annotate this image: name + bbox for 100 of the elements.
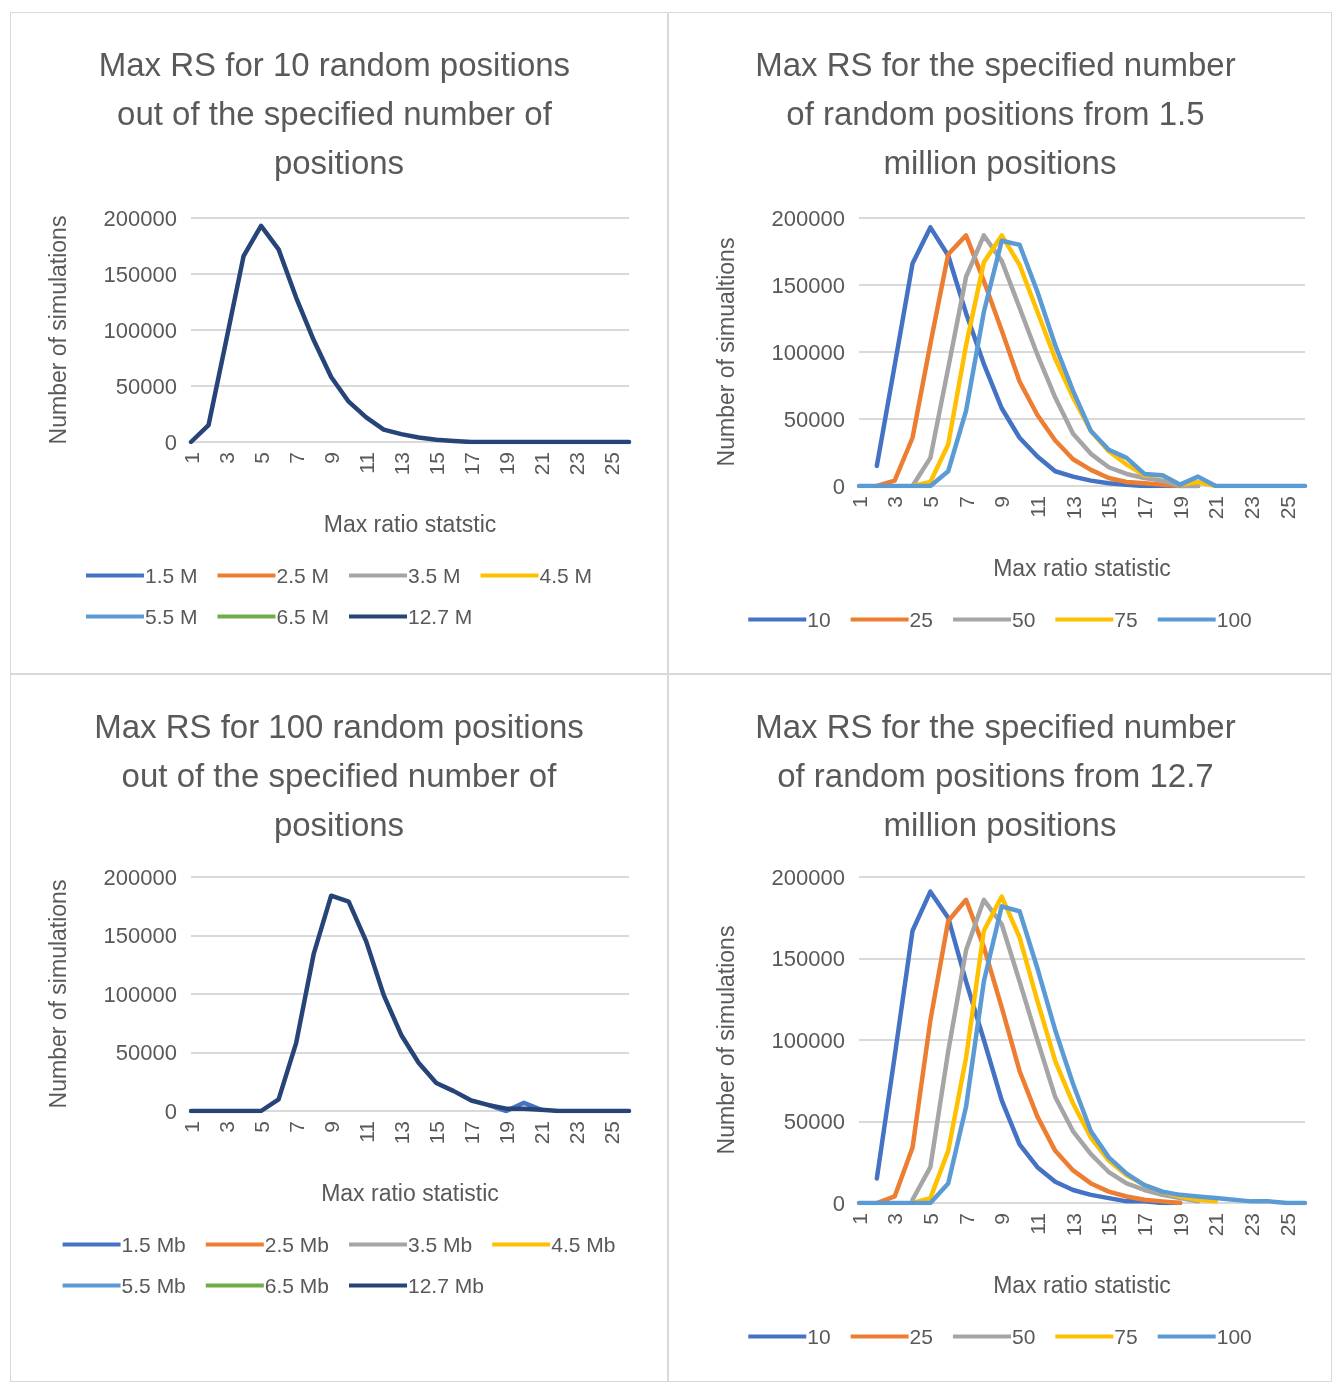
- y-tick-label: 200000: [103, 864, 177, 890]
- x-tick-label: 15: [424, 1121, 448, 1145]
- legend-label: 6.5 Mb: [264, 1274, 329, 1297]
- legend-label: 10: [807, 1325, 831, 1348]
- x-tick-label: 5: [249, 1121, 273, 1133]
- legend-label: 4.5 Mb: [551, 1233, 616, 1256]
- chart-title: Max RS for the specified number of random positions from 12.7 million positions: [755, 708, 1245, 843]
- y-tick-label: 100000: [771, 339, 845, 365]
- legend-label: 6.5 M: [276, 605, 330, 628]
- x-tick-label: 1: [179, 452, 203, 464]
- legend-label: 2.5 Mb: [264, 1233, 329, 1256]
- x-tick-label: 13: [389, 452, 413, 476]
- x-tick-label: 23: [564, 452, 588, 476]
- y-tick-label: 200000: [103, 205, 177, 231]
- legend-label: 1.5 M: [144, 564, 198, 587]
- legend-label: 50: [1011, 1325, 1036, 1348]
- x-tick-label: 21: [1204, 1213, 1228, 1237]
- y-axis-title: Number of simulations: [44, 879, 71, 1109]
- x-tick-label: 15: [1097, 1213, 1121, 1237]
- x-tick-label: 11: [354, 1121, 378, 1143]
- line-series: [856, 238, 1308, 489]
- legend-label: 5.5 M: [144, 605, 198, 628]
- y-tick-label: 200000: [771, 205, 845, 231]
- line-series: [188, 223, 632, 445]
- x-tick-label: 11: [354, 452, 378, 474]
- legend-label: 3.5 Mb: [408, 1233, 473, 1256]
- x-axis-title: Max ratio statistic: [321, 1179, 499, 1206]
- x-axis-title: Max ratio statistic: [993, 554, 1171, 581]
- x-tick-label: 9: [319, 452, 343, 464]
- x-tick-label: 3: [214, 452, 238, 464]
- y-tick-label: 0: [164, 1098, 177, 1124]
- y-tick-label: 50000: [783, 1109, 845, 1134]
- y-tick-label: 50000: [115, 1040, 177, 1065]
- x-tick-label: 25: [1275, 1213, 1299, 1237]
- legend-label: 25: [909, 1325, 933, 1348]
- y-tick-label: 0: [164, 429, 177, 455]
- x-tick-label: 15: [1097, 496, 1121, 520]
- legend-label: 2.5 M: [276, 564, 330, 587]
- x-tick-label: 19: [1168, 1213, 1192, 1237]
- x-tick-label: 13: [1061, 496, 1085, 520]
- x-axis-title: Max ratio statistic: [993, 1271, 1171, 1298]
- legend-label: 12.7 Mb: [408, 1274, 484, 1297]
- x-tick-label: 15: [424, 452, 448, 476]
- x-tick-label: 25: [1275, 496, 1299, 520]
- x-tick-label: 19: [494, 1121, 518, 1145]
- legend-label: 1.5 Mb: [121, 1233, 186, 1256]
- x-tick-label: 13: [1061, 1213, 1085, 1237]
- x-axis-title: Max ratio statstic: [323, 510, 497, 537]
- y-tick-label: 150000: [103, 923, 177, 948]
- line-series: [856, 904, 1308, 1206]
- x-tick-label: 1: [179, 1121, 203, 1133]
- y-axis-title: Number of simulations: [44, 215, 71, 445]
- x-tick-label: 17: [1132, 496, 1156, 520]
- x-tick-label: 11: [1025, 496, 1049, 518]
- x-tick-label: 9: [319, 1121, 343, 1133]
- legend-label: 100: [1216, 608, 1252, 631]
- y-tick-label: 100000: [103, 981, 177, 1007]
- x-tick-label: 3: [883, 496, 907, 508]
- legend-label: 10: [807, 608, 831, 631]
- x-tick-label: 7: [284, 452, 308, 464]
- x-tick-label: 1: [847, 1213, 871, 1225]
- legend-label: 5.5 Mb: [121, 1274, 186, 1297]
- legend-label: 75: [1114, 1325, 1138, 1348]
- x-tick-label: 23: [1239, 496, 1263, 520]
- x-tick-label: 25: [599, 1121, 623, 1145]
- x-tick-label: 5: [918, 496, 942, 508]
- x-tick-label: 9: [990, 1213, 1014, 1225]
- x-tick-label: 23: [564, 1121, 588, 1145]
- y-tick-label: 50000: [783, 406, 845, 432]
- x-tick-label: 25: [599, 452, 623, 476]
- legend-label: 4.5 M: [539, 564, 593, 587]
- y-tick-label: 150000: [771, 946, 845, 971]
- y-tick-label: 150000: [103, 261, 177, 287]
- x-tick-label: 17: [459, 1121, 483, 1145]
- x-tick-label: 3: [883, 1213, 907, 1225]
- line-series: [188, 893, 632, 1114]
- x-tick-label: 5: [918, 1213, 942, 1225]
- chart-title: Max RS for 10 random positions out of the specified number of positions: [98, 46, 580, 181]
- x-tick-label: 7: [954, 496, 978, 508]
- y-tick-label: 100000: [771, 1027, 845, 1053]
- x-tick-label: 13: [389, 1121, 413, 1145]
- x-tick-label: 21: [529, 452, 553, 476]
- legend-label: 75: [1114, 608, 1138, 631]
- y-tick-label: 150000: [771, 272, 845, 298]
- legend-label: 3.5 M: [408, 564, 461, 587]
- y-axis-title: Number of simualtions: [712, 237, 739, 467]
- legend-label: 100: [1216, 1325, 1252, 1348]
- x-tick-label: 3: [214, 1121, 238, 1133]
- y-tick-label: 0: [832, 473, 845, 499]
- x-tick-label: 11: [1025, 1213, 1049, 1235]
- x-tick-label: 9: [990, 496, 1014, 508]
- chart-title: Max RS for the specified number of random positions from 1.5 million positions: [755, 46, 1245, 181]
- x-tick-label: 19: [494, 452, 518, 476]
- y-tick-label: 200000: [771, 864, 845, 890]
- x-tick-label: 21: [1204, 496, 1228, 520]
- legend-label: 50: [1011, 608, 1036, 631]
- x-tick-label: 19: [1168, 496, 1192, 520]
- legend-label: 12.7 M: [408, 605, 473, 628]
- x-tick-label: 17: [1132, 1213, 1156, 1237]
- x-tick-label: 5: [249, 452, 273, 464]
